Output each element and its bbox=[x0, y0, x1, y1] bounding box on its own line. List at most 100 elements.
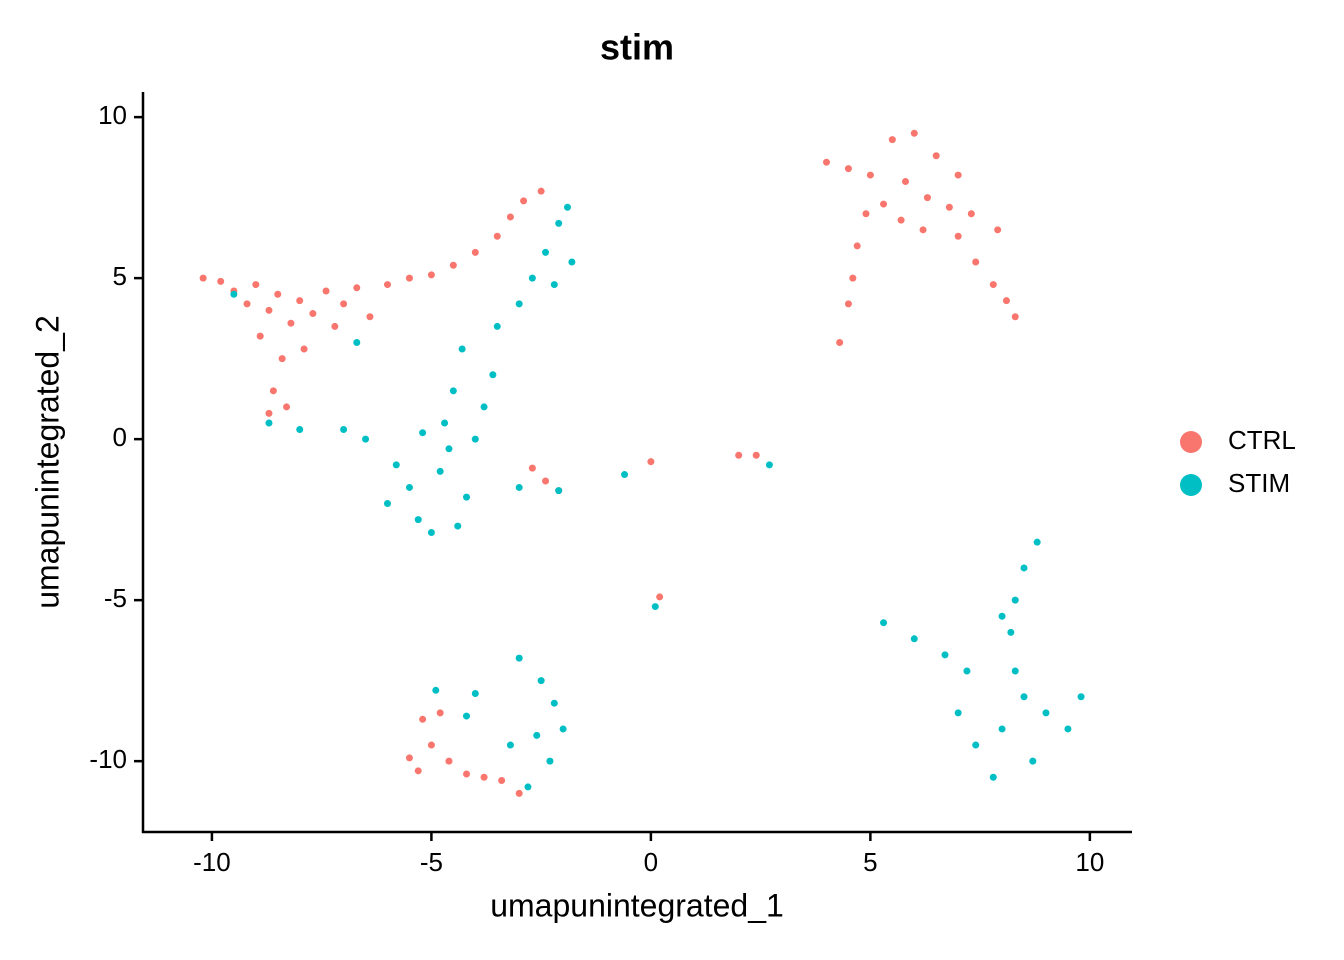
point bbox=[427, 271, 435, 279]
point bbox=[559, 725, 567, 733]
point bbox=[524, 783, 532, 791]
point bbox=[919, 226, 927, 234]
x-tick-label: 10 bbox=[1075, 847, 1104, 877]
point bbox=[1029, 757, 1037, 765]
point bbox=[550, 281, 558, 289]
point bbox=[932, 152, 940, 160]
point bbox=[366, 313, 374, 321]
point bbox=[419, 715, 427, 723]
point bbox=[506, 213, 514, 221]
point bbox=[967, 210, 975, 218]
point bbox=[296, 297, 304, 305]
point bbox=[945, 203, 953, 211]
point bbox=[265, 306, 273, 314]
point bbox=[621, 471, 629, 479]
point bbox=[923, 194, 931, 202]
point bbox=[230, 290, 238, 298]
point bbox=[1007, 628, 1015, 636]
point bbox=[256, 332, 264, 340]
y-axis-label: umapunintegrated_2 bbox=[29, 315, 65, 609]
point bbox=[515, 300, 523, 308]
point bbox=[537, 187, 545, 195]
point bbox=[265, 409, 273, 417]
point bbox=[849, 274, 857, 282]
x-axis-label: umapunintegrated_1 bbox=[490, 887, 784, 923]
point bbox=[449, 387, 457, 395]
y-tick-label: -5 bbox=[104, 583, 127, 613]
point bbox=[480, 403, 488, 411]
point bbox=[1002, 297, 1010, 305]
point bbox=[515, 789, 523, 797]
point bbox=[647, 458, 655, 466]
point bbox=[340, 425, 348, 433]
point bbox=[300, 345, 308, 353]
legend-label: STIM bbox=[1228, 468, 1290, 498]
point bbox=[471, 435, 479, 443]
legend-label: CTRL bbox=[1228, 425, 1296, 455]
point bbox=[910, 129, 918, 137]
point bbox=[1020, 564, 1028, 572]
y-tick-label: 0 bbox=[113, 422, 127, 452]
point bbox=[489, 371, 497, 379]
y-tick-label: -10 bbox=[89, 744, 127, 774]
point bbox=[414, 767, 422, 775]
legend-marker bbox=[1180, 474, 1202, 496]
point bbox=[278, 355, 286, 363]
point bbox=[836, 339, 844, 347]
point bbox=[436, 709, 444, 717]
point bbox=[265, 419, 273, 427]
point bbox=[480, 773, 488, 781]
point bbox=[563, 203, 571, 211]
point bbox=[1033, 538, 1041, 546]
point bbox=[515, 483, 523, 491]
point bbox=[427, 529, 435, 537]
point bbox=[954, 232, 962, 240]
point bbox=[463, 712, 471, 720]
point bbox=[998, 725, 1006, 733]
point bbox=[274, 290, 282, 298]
point bbox=[498, 776, 506, 784]
point bbox=[1011, 313, 1019, 321]
point bbox=[441, 419, 449, 427]
point bbox=[217, 277, 225, 285]
point bbox=[989, 281, 997, 289]
point bbox=[897, 216, 905, 224]
point bbox=[405, 274, 413, 282]
point bbox=[419, 429, 427, 437]
point bbox=[432, 686, 440, 694]
point bbox=[844, 165, 852, 173]
point bbox=[656, 593, 664, 601]
point bbox=[941, 651, 949, 659]
point bbox=[1077, 693, 1085, 701]
point bbox=[243, 300, 251, 308]
point bbox=[954, 709, 962, 717]
point bbox=[735, 451, 743, 459]
point bbox=[568, 258, 576, 266]
point bbox=[765, 461, 773, 469]
point bbox=[331, 322, 339, 330]
point bbox=[542, 248, 550, 256]
point bbox=[822, 158, 830, 166]
point bbox=[651, 603, 659, 611]
point bbox=[972, 258, 980, 266]
point bbox=[463, 770, 471, 778]
point bbox=[296, 425, 304, 433]
point bbox=[528, 274, 536, 282]
point bbox=[340, 300, 348, 308]
point bbox=[1064, 725, 1072, 733]
x-tick-label: -10 bbox=[193, 847, 231, 877]
point bbox=[555, 219, 563, 227]
point bbox=[414, 516, 422, 524]
point bbox=[520, 197, 528, 205]
point bbox=[880, 200, 888, 208]
point bbox=[405, 754, 413, 762]
point bbox=[493, 232, 501, 240]
point bbox=[471, 248, 479, 256]
point bbox=[537, 677, 545, 685]
point bbox=[533, 731, 541, 739]
point bbox=[546, 757, 554, 765]
point bbox=[493, 322, 501, 330]
point bbox=[362, 435, 370, 443]
point bbox=[998, 612, 1006, 620]
